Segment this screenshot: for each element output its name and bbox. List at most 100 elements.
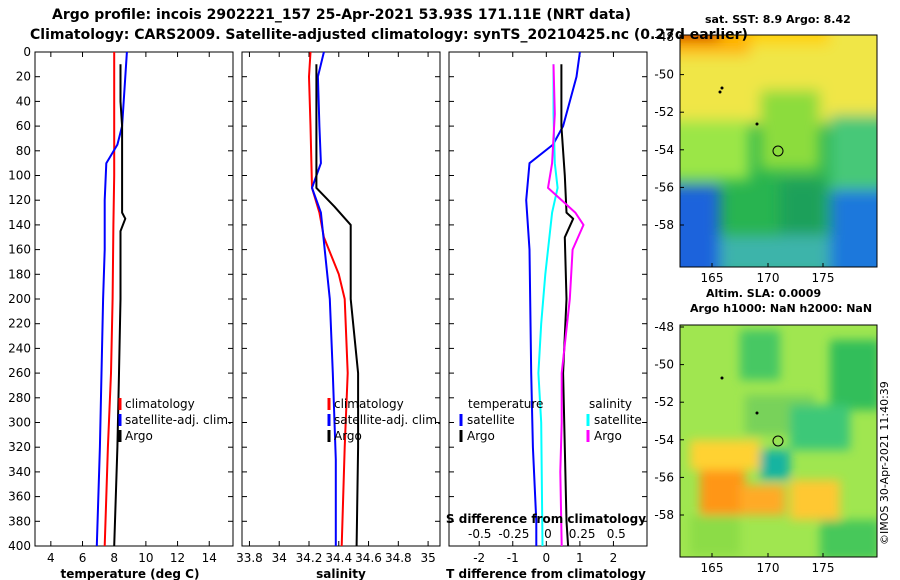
- argo-float-dot: [755, 411, 759, 415]
- sst-map: [680, 35, 877, 267]
- temperature-panel: [34, 51, 234, 547]
- y-tick-label: 120: [8, 193, 31, 207]
- sla-map: [680, 325, 877, 557]
- y-tick-label: 340: [8, 465, 31, 479]
- y-tick-label: 300: [8, 416, 31, 430]
- map-x-tick-label: 165: [701, 561, 724, 575]
- series-line-temperature-argo: [560, 64, 575, 547]
- map-y-tick-label: -58: [654, 508, 674, 522]
- map-x-tick-label: 175: [812, 271, 835, 285]
- y-tick-label: 240: [8, 341, 31, 355]
- y-tick-label: 400: [8, 539, 31, 553]
- y-tick-label: 0: [23, 45, 31, 59]
- legend-climatology-label: climatology: [125, 397, 195, 411]
- y-tick-label: 220: [8, 317, 31, 331]
- legend-temperature-title: temperature: [468, 397, 543, 411]
- y-tick-label: 180: [8, 267, 31, 281]
- argo-float-dot: [718, 90, 722, 94]
- y-tick-label: 320: [8, 440, 31, 454]
- y-tick-label: 20: [16, 70, 31, 84]
- map-x-tick-label: 170: [757, 271, 780, 285]
- legend-climatology-label: climatology: [334, 397, 404, 411]
- argo-float-dot: [755, 122, 759, 126]
- map-y-tick-label: -54: [654, 433, 674, 447]
- x-tick-label: 35: [420, 551, 435, 565]
- legend-sal-satellite-label: satellite: [594, 413, 642, 427]
- s-tick-label: -0.25: [498, 527, 529, 541]
- temperature-xlabel: temperature (deg C): [61, 567, 200, 580]
- sst-map-title: sat. SST: 8.9 Argo: 8.42: [705, 13, 851, 26]
- series-line-salinity-argo: [547, 64, 585, 547]
- series-line-temperature-satellite: [525, 51, 581, 546]
- series-line-argo: [113, 64, 127, 547]
- legend-salinity-title: salinity: [589, 397, 632, 411]
- x-tick-label: 2: [610, 551, 618, 565]
- legend-argo-label: Argo: [334, 429, 362, 443]
- x-tick-label: 4: [47, 551, 55, 565]
- sst-map-frame: [679, 34, 878, 268]
- s-tick-label: 0.5: [607, 527, 626, 541]
- sla-map-frame: [679, 324, 878, 558]
- argo-float-dot: [720, 376, 724, 380]
- y-tick-label: 360: [8, 490, 31, 504]
- x-tick-label: -2: [473, 551, 485, 565]
- difference-legend: temperature satellite Argo salinity sate…: [459, 397, 642, 443]
- x-tick-label: 14: [202, 551, 217, 565]
- map-x-tick-label: 170: [757, 561, 780, 575]
- s-tick-label: 0: [544, 527, 552, 541]
- map-y-tick-label: -52: [654, 395, 674, 409]
- legend-temp-argo-label: Argo: [467, 429, 495, 443]
- x-tick-label: 34.2: [296, 551, 323, 565]
- difference-panel: [448, 51, 648, 547]
- y-tick-label: 100: [8, 169, 31, 183]
- imos-credit: ©IMOS 30-Apr-2021 11:40:39: [878, 381, 891, 545]
- legend-satellite-label: satellite-adj. clim.: [334, 413, 441, 427]
- map-y-tick-label: -58: [654, 218, 674, 232]
- salinity-legend: climatology satellite-adj. clim. Argo: [327, 397, 441, 443]
- map-y-tick-label: -48: [654, 320, 674, 334]
- x-tick-label: 34.6: [355, 551, 382, 565]
- series-line-satellite-adj-clim-: [95, 51, 128, 547]
- map-y-tick-label: -52: [654, 105, 674, 119]
- series-line-argo: [315, 64, 360, 547]
- series-line-satellite-adj-clim-: [311, 51, 337, 546]
- y-tick-label: 80: [16, 144, 31, 158]
- x-tick-label: 0: [543, 551, 551, 565]
- difference-xlabel: T difference from climatology: [446, 567, 646, 580]
- x-tick-label: 6: [79, 551, 87, 565]
- x-tick-label: 34: [272, 551, 287, 565]
- map-x-tick-label: 165: [701, 271, 724, 285]
- x-tick-label: 34.8: [385, 551, 412, 565]
- temperature-legend: climatology satellite-adj. clim. Argo: [118, 397, 232, 443]
- map-y-tick-label: -56: [654, 180, 674, 194]
- legend-satellite-label: satellite-adj. clim.: [125, 413, 232, 427]
- y-tick-label: 260: [8, 366, 31, 380]
- salinity-xlabel: salinity: [316, 567, 366, 580]
- map-y-tick-label: -54: [654, 143, 674, 157]
- sla-map-title-1: Altim. SLA: 0.0009: [706, 287, 822, 300]
- y-tick-label: 160: [8, 243, 31, 257]
- x-tick-label: 10: [138, 551, 153, 565]
- x-tick-label: 1: [576, 551, 584, 565]
- x-tick-label: 33.8: [236, 551, 263, 565]
- argo-float-marker: [772, 145, 784, 157]
- s-difference-label: S difference from climatology: [446, 512, 646, 526]
- y-tick-label: 380: [8, 514, 31, 528]
- map-y-tick-label: -56: [654, 470, 674, 484]
- map-y-tick-label: -50: [654, 358, 674, 372]
- profile-title: Argo profile: incois 2902221_157 25-Apr-…: [52, 7, 632, 23]
- salinity-panel: [241, 51, 441, 547]
- x-tick-label: 12: [170, 551, 185, 565]
- legend-sal-argo-label: Argo: [594, 429, 622, 443]
- argo-float-dot: [720, 86, 724, 90]
- map-x-tick-label: 175: [812, 561, 835, 575]
- s-tick-label: -0.5: [468, 527, 491, 541]
- x-tick-label: 34.4: [325, 551, 352, 565]
- climatology-title: Climatology: CARS2009. Satellite-adjuste…: [30, 27, 748, 43]
- y-tick-label: 40: [16, 94, 31, 108]
- x-tick-label: 8: [110, 551, 118, 565]
- y-tick-label: 60: [16, 119, 31, 133]
- map-y-tick-label: -48: [654, 30, 674, 44]
- legend-temp-satellite-label: satellite: [467, 413, 515, 427]
